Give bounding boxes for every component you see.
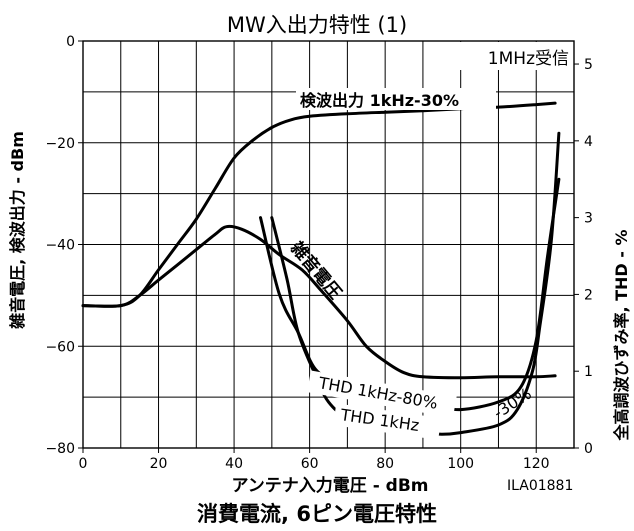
y-axis-right-label: 全高調波ひずみ率, THD - % [612,229,631,441]
x-axis-label: アンテナ入力電圧 - dBm [231,475,428,496]
chart-subtitle: 1MHz受信 [488,49,569,69]
y-left-tick-label: −20 [45,136,75,152]
x-tick-label: 60 [301,456,319,472]
series-noise-voltage-line [81,224,557,380]
y-right-tick-label: 2 [584,287,593,303]
y-right-tick-label: 5 [584,57,593,73]
y-left-tick-label: −60 [45,339,75,355]
figure-id: ILA01881 [507,478,573,494]
annotation-bg-detect [296,88,496,110]
y-axis-left-label: 雑音電圧, 検波出力 - dBm [8,131,27,330]
annotation-bg-thd80 [307,370,457,418]
y-right-tick-label: 0 [584,441,593,457]
x-tick-label: 120 [523,456,550,472]
x-tick-label: 20 [150,456,168,472]
y-right-tick-label: 3 [584,211,593,227]
footer-title: 消費電流, 6ピン電圧特性 [197,502,437,526]
x-tick-label: 40 [225,456,243,472]
y-left-tick-label: 0 [66,34,75,50]
x-tick-label: 80 [376,456,394,472]
y-right-tick-label: 4 [584,134,593,150]
annotation-noise: 雑音電圧 [286,237,346,303]
y-right-tick-label: 1 [584,364,593,380]
chart-title: MW入出力特性 (1) [227,13,407,37]
x-tick-label: 0 [79,456,88,472]
y-left-tick-label: −80 [45,441,75,457]
annotation-bg-thd30 [333,403,442,440]
annotation-detect-output: 検波出力 1kHz-30% [300,91,459,110]
x-tick-label: 100 [447,456,474,472]
y-left-tick-label: −40 [45,238,75,254]
subtitle-box [458,42,573,70]
